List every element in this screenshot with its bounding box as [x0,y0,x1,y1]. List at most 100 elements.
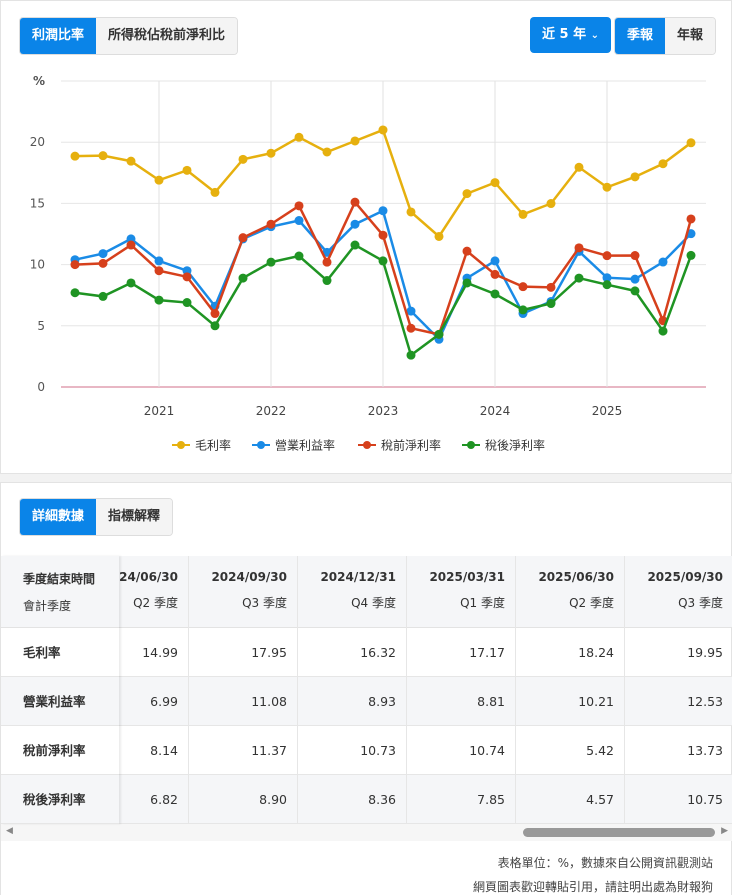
tab-detail-data[interactable]: 詳細數據 [20,499,97,535]
data-point[interactable] [378,230,388,240]
horizontal-scrollbar[interactable]: ◀ ▶ [1,824,732,841]
data-point[interactable] [182,272,192,282]
data-point[interactable] [210,321,220,331]
data-point[interactable] [490,178,500,188]
data-point[interactable] [294,132,304,142]
data-point[interactable] [126,240,136,250]
data-point[interactable] [378,256,388,266]
data-point[interactable] [126,278,136,288]
column-quarter: Q2 季度 [569,596,614,610]
data-point[interactable] [574,273,584,283]
data-point[interactable] [602,182,612,192]
data-point[interactable] [98,258,108,268]
data-point[interactable] [658,326,668,336]
data-point[interactable] [490,269,500,279]
data-point[interactable] [630,251,640,261]
data-point[interactable] [182,298,192,308]
tab-tax-ratio[interactable]: 所得稅佔稅前淨利比 [96,18,238,54]
data-point[interactable] [350,136,360,146]
tab-indicator-explanation[interactable]: 指標解釋 [96,499,173,535]
data-point[interactable] [70,151,80,161]
data-point[interactable] [462,189,472,199]
data-point[interactable] [462,246,472,256]
data-point[interactable] [294,201,304,211]
data-point[interactable] [574,243,584,253]
data-point[interactable] [322,257,332,267]
data-point[interactable] [630,286,640,296]
scroll-right-icon[interactable]: ▶ [721,826,728,836]
data-point[interactable] [406,350,416,360]
data-point[interactable] [602,251,612,261]
data-point[interactable] [182,165,192,175]
data-point[interactable] [98,291,108,301]
data-point[interactable] [98,151,108,161]
legend-item[interactable]: 毛利率 [172,438,231,453]
data-point[interactable] [210,309,220,319]
data-point[interactable] [378,125,388,135]
data-point[interactable] [266,257,276,267]
range-button[interactable]: 近 5 年 ⌄ [530,17,612,53]
data-point[interactable] [406,323,416,333]
data-point[interactable] [602,280,612,290]
data-point[interactable] [546,199,556,209]
data-point[interactable] [490,289,500,299]
scroll-left-icon[interactable]: ◀ [6,826,13,836]
data-point[interactable] [238,273,248,283]
data-point[interactable] [630,172,640,182]
data-point[interactable] [98,249,108,259]
data-point[interactable] [546,299,556,309]
data-point[interactable] [434,329,444,339]
data-point[interactable] [154,295,164,305]
data-point[interactable] [294,251,304,261]
data-point[interactable] [434,231,444,241]
data-point[interactable] [686,250,696,260]
scrollbar-thumb[interactable] [523,828,715,837]
data-point[interactable] [322,276,332,286]
data-point[interactable] [350,219,360,229]
chevron-down-icon: ⌄ [590,30,600,41]
data-point[interactable] [686,138,696,148]
data-point[interactable] [602,273,612,283]
table-cell: 18.24 [516,628,624,677]
data-point[interactable] [294,216,304,226]
tab-profit-ratio[interactable]: 利潤比率 [20,18,97,54]
legend-label: 稅後淨利率 [485,438,545,453]
data-point[interactable] [238,233,248,243]
data-point[interactable] [406,306,416,316]
data-point[interactable] [266,219,276,229]
data-point[interactable] [350,240,360,250]
data-point[interactable] [658,257,668,267]
data-point[interactable] [266,148,276,158]
data-point[interactable] [658,159,668,169]
tab-annual[interactable]: 年報 [665,18,716,54]
data-point[interactable] [350,197,360,207]
data-point[interactable] [490,256,500,266]
data-point[interactable] [378,206,388,216]
data-point[interactable] [70,288,80,298]
legend-item[interactable]: 稅後淨利率 [462,438,545,453]
data-point[interactable] [154,175,164,185]
x-tick-label: 2024 [480,404,511,418]
table-cell: 8.36 [298,775,406,824]
data-point[interactable] [154,256,164,266]
data-point[interactable] [154,266,164,276]
data-point[interactable] [686,214,696,224]
data-point[interactable] [518,305,528,315]
data-point[interactable] [462,278,472,288]
data-point[interactable] [210,187,220,197]
data-point[interactable] [574,162,584,172]
data-point[interactable] [70,260,80,270]
data-point[interactable] [322,147,332,157]
legend-item[interactable]: 稅前淨利率 [358,438,441,453]
data-point[interactable] [518,282,528,292]
data-point[interactable] [630,274,640,284]
data-point[interactable] [546,282,556,292]
data-point[interactable] [238,154,248,164]
data-point[interactable] [126,156,136,166]
range-dropdown[interactable]: 近 5 年 ⌄ [530,17,612,53]
tab-quarterly[interactable]: 季報 [615,18,666,54]
data-point[interactable] [518,209,528,219]
legend-item[interactable]: 營業利益率 [252,438,335,453]
data-point[interactable] [406,207,416,217]
